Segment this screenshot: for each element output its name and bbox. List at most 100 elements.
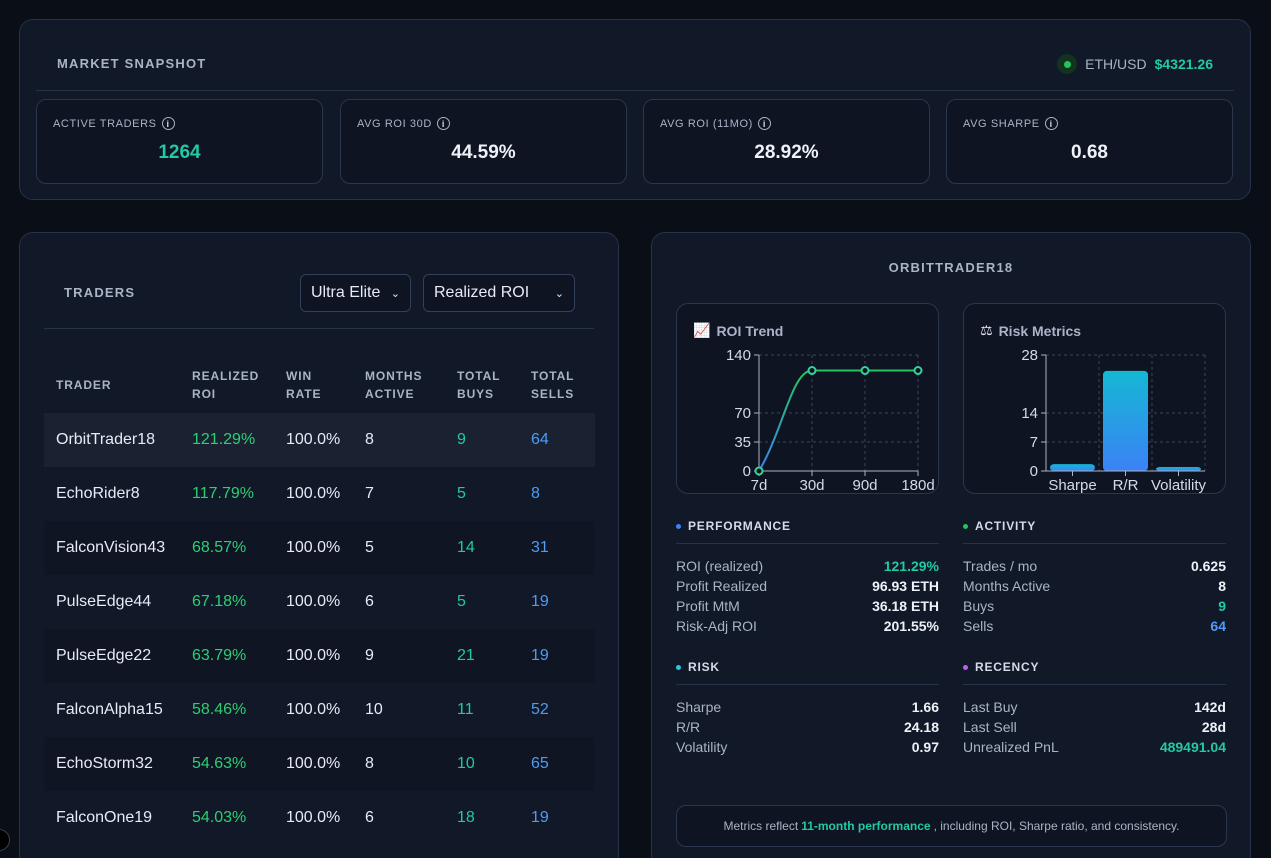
market-snapshot-panel: MARKET SNAPSHOT ETH/USD $4321.26 ACTIVE … xyxy=(19,19,1251,200)
section-title: ACTIVITY xyxy=(975,519,1037,533)
table-row[interactable]: EchoRider8 117.79% 100.0% 7 5 8 xyxy=(44,467,595,521)
total-sells: 19 xyxy=(519,629,595,683)
kv-row: Volatility 0.97 xyxy=(676,737,939,757)
sort-select[interactable]: Realized ROI ⌄ xyxy=(423,274,575,312)
col-header-total-buys[interactable]: TOTAL BUYS xyxy=(445,356,519,413)
trader-name: FalconVision43 xyxy=(44,521,180,575)
months-active: 5 xyxy=(353,521,445,575)
roi-trend-header: 📈 ROI Trend xyxy=(693,322,783,339)
table-row[interactable]: FalconOne19 54.03% 100.0% 6 18 19 xyxy=(44,791,595,845)
risk-header: RISK xyxy=(676,660,939,685)
kv-value: 96.93 ETH xyxy=(872,578,939,594)
data-point xyxy=(807,366,817,376)
total-buys: 14 xyxy=(445,521,519,575)
kv-row: R/R 24.18 xyxy=(676,717,939,737)
kv-key: Months Active xyxy=(963,578,1051,594)
info-icon[interactable]: i xyxy=(1044,117,1058,130)
trader-name: EchoStorm32 xyxy=(44,737,180,791)
realized-roi: 121.29% xyxy=(180,413,274,467)
info-icon[interactable]: i xyxy=(161,117,175,130)
table-row[interactable]: FalconAlpha15 58.46% 100.0% 10 11 52 xyxy=(44,683,595,737)
table-header-row: TRADER REALIZED ROI WIN RATE MONTHS ACTIVE … xyxy=(44,356,595,413)
bar-volatility xyxy=(1156,466,1201,471)
table-row[interactable]: EchoStorm32 54.63% 100.0% 8 10 65 xyxy=(44,737,595,791)
x-tick-label: Sharpe xyxy=(1048,477,1096,494)
kv-key: Risk-Adj ROI xyxy=(676,618,757,634)
kv-row: Sharpe 1.66 xyxy=(676,697,939,717)
floating-action-button[interactable] xyxy=(0,829,10,851)
stat-label: ACTIVE TRADERS xyxy=(53,117,157,130)
realized-roi: 54.03% xyxy=(192,809,247,826)
risk-metrics-chart: 0 7 14 28 Sharpe R/R Volatility xyxy=(1021,347,1206,494)
risk-section: RISK Sharpe 1.66 R/R 24.18 Volatility 0.97 xyxy=(676,660,939,757)
live-status-icon xyxy=(1057,54,1078,74)
win-rate: 100.0% xyxy=(274,737,353,791)
header-label: ACTIVE xyxy=(365,386,415,401)
kv-key: Unrealized PnL xyxy=(963,739,1059,755)
note-prefix: Metrics reflect xyxy=(723,819,799,833)
col-header-total-sells[interactable]: TOTAL SELLS xyxy=(519,356,595,413)
activity-section: ACTIVITY Trades / mo 0.625 Months Active 8… xyxy=(963,519,1226,636)
trader-name: PulseEdge44 xyxy=(56,593,152,610)
trader-detail-panel: ORBITTRADER18 📈 ROI Trend 0 35 70 140 7d 30d 9… xyxy=(651,232,1251,858)
realized-roi: 67.18% xyxy=(192,593,247,610)
y-tick-label: 0 xyxy=(1030,463,1038,480)
kv-value: 489491.04 xyxy=(1159,739,1226,755)
traders-title: TRADERS xyxy=(64,285,136,300)
x-tick-label: 30d xyxy=(799,477,824,494)
total-buys: 10 xyxy=(445,737,519,791)
recency-list: Last Buy 142d Last Sell 28d Unrealized PnL… xyxy=(963,697,1226,757)
kv-key: Buys xyxy=(963,598,995,614)
stat-label: AVG ROI (11MO) xyxy=(660,117,753,130)
table-row[interactable]: OrbitTrader18 121.29% 100.0% 8 9 64 xyxy=(44,413,595,467)
stat-value: 1264 xyxy=(158,142,201,163)
traders-panel: TRADERS Ultra Elite ⌄ Realized ROI ⌄ TRA… xyxy=(19,232,619,858)
table-row[interactable]: PulseEdge22 63.79% 100.0% 9 21 19 xyxy=(44,629,595,683)
risk-metrics-card: ⚖ Risk Metrics 0 7 14 28 Sharpe R/R Volatility xyxy=(963,303,1226,494)
recency-section: RECENCY Last Buy 142d Last Sell 28d Unreal… xyxy=(963,660,1226,757)
activity-header: ACTIVITY xyxy=(963,519,1226,544)
data-point xyxy=(860,366,870,376)
tier-filter-select[interactable]: Ultra Elite ⌄ xyxy=(300,274,411,312)
note-suffix: , including ROI, Sharpe ratio, and consi… xyxy=(933,819,1180,833)
info-icon[interactable]: i xyxy=(436,117,450,130)
table-row[interactable]: FalconVision43 68.57% 100.0% 5 14 31 xyxy=(44,521,595,575)
header-label: WIN xyxy=(286,368,313,383)
win-rate: 100.0% xyxy=(274,413,353,467)
table-row[interactable]: PulseEdge44 67.18% 100.0% 6 5 19 xyxy=(44,575,595,629)
col-header-realized-roi[interactable]: REALIZED ROI xyxy=(180,356,274,413)
kv-key: R/R xyxy=(676,719,701,735)
y-tick-label: 28 xyxy=(1021,347,1038,364)
total-buys: 11 xyxy=(457,701,474,718)
realized-roi: 68.57% xyxy=(180,521,274,575)
bar-sharpe xyxy=(1050,464,1095,471)
months-active: 9 xyxy=(353,629,445,683)
header-label: TOTAL xyxy=(457,368,501,383)
y-tick-label: 70 xyxy=(734,405,751,422)
kv-key: Trades / mo xyxy=(963,558,1038,574)
roi-series-line xyxy=(758,369,918,472)
realized-roi: 58.46% xyxy=(192,701,247,718)
kv-value: 0.625 xyxy=(1190,558,1226,574)
divider xyxy=(36,90,1234,91)
months-active: 6 xyxy=(365,809,374,826)
metrics-note: Metrics reflect 11-month performance , i… xyxy=(676,805,1227,847)
realized-roi: 63.79% xyxy=(180,629,274,683)
total-sells: 52 xyxy=(531,701,549,718)
total-buys: 18 xyxy=(457,809,475,826)
stat-card-active-traders: ACTIVE TRADERS i 1264 xyxy=(36,99,323,184)
chevron-down-icon: ⌄ xyxy=(390,287,400,300)
win-rate: 100.0% xyxy=(286,485,341,502)
snapshot-title: MARKET SNAPSHOT xyxy=(57,56,207,71)
y-tick-label: 7 xyxy=(1030,434,1038,451)
chart-increasing-icon: 📈 xyxy=(693,322,711,338)
total-buys: 5 xyxy=(457,485,466,502)
months-active: 7 xyxy=(365,485,374,502)
col-header-win-rate[interactable]: WIN RATE xyxy=(274,356,353,413)
col-header-months-active[interactable]: MONTHS ACTIVE xyxy=(353,356,445,413)
info-icon[interactable]: i xyxy=(757,117,771,130)
months-active: 10 xyxy=(365,701,383,718)
header-label: ROI xyxy=(192,386,217,401)
activity-list: Trades / mo 0.625 Months Active 8 Buys 9 Se… xyxy=(963,556,1226,636)
col-header-trader[interactable]: TRADER xyxy=(44,356,180,413)
